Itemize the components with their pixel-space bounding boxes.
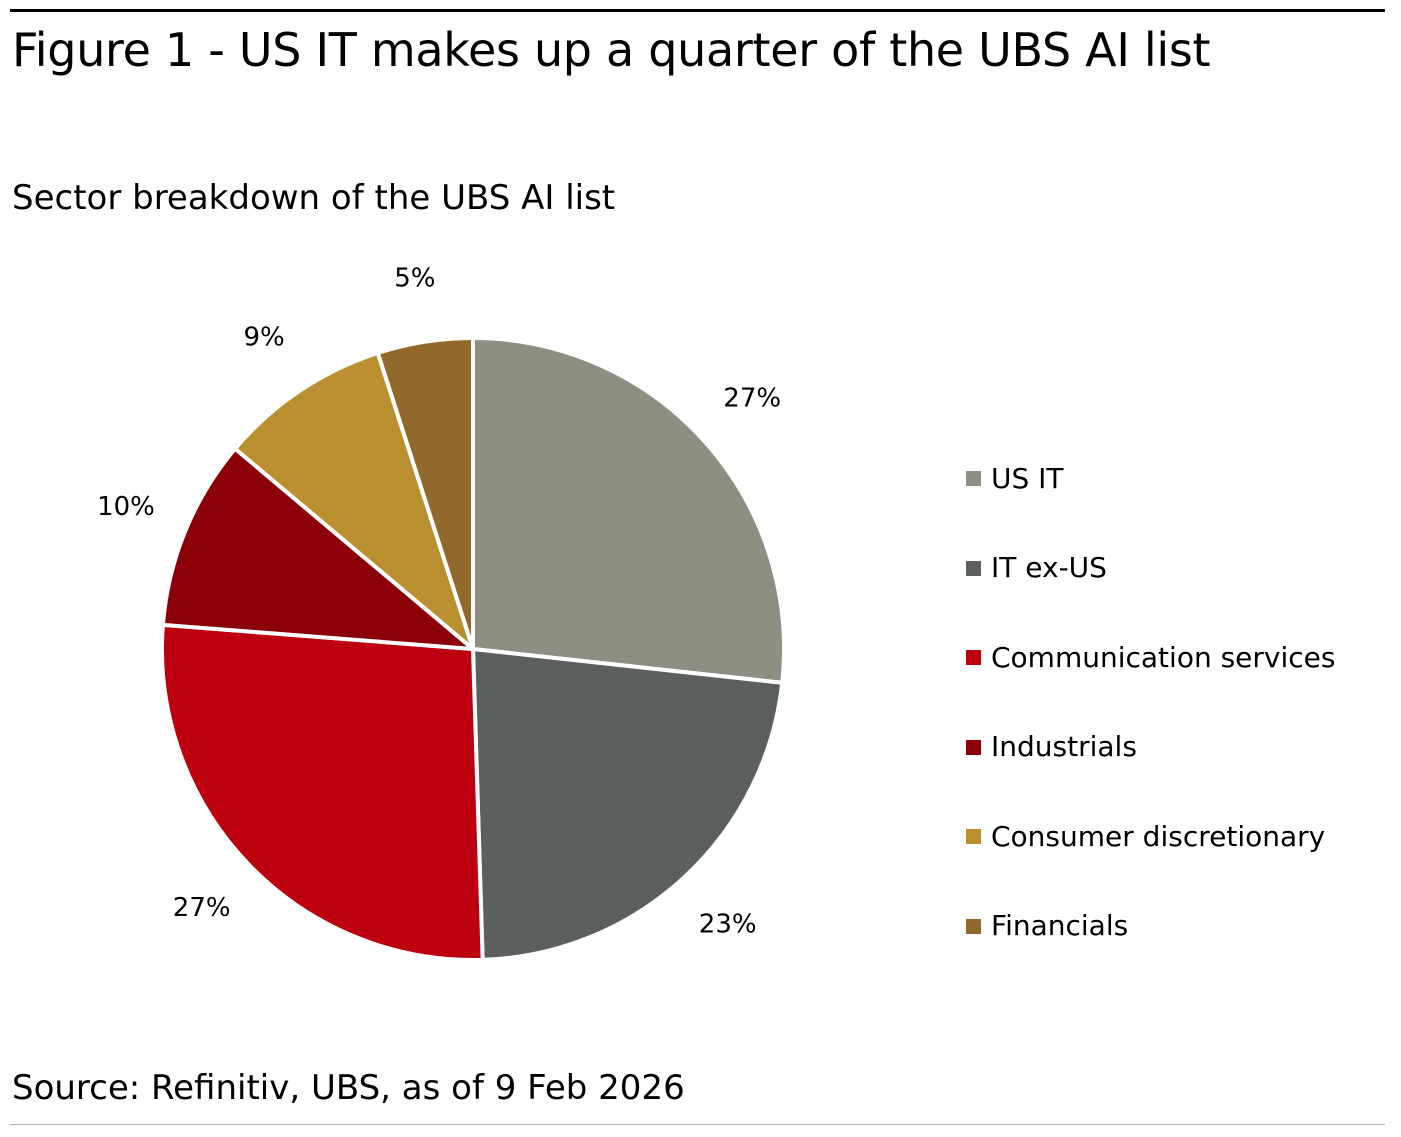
legend-item-communication-services: Communication services: [966, 613, 1335, 703]
data-label-financials: 5%: [394, 264, 435, 294]
chart-legend: US IT IT ex-US Communication services Indus…: [966, 434, 1335, 971]
legend-swatch: [966, 650, 981, 666]
legend-item-financials: Financials: [966, 882, 1335, 972]
pie-slice-consumer-discretionary: [233, 350, 475, 651]
data-label-us-it: 27%: [723, 384, 781, 414]
figure-title: Figure 1 - US IT makes up a quarter of t…: [12, 23, 1211, 77]
data-label-it-ex-us: 23%: [699, 909, 757, 939]
legend-swatch: [966, 471, 981, 487]
legend-label: Consumer discretionary: [991, 819, 1326, 853]
source-note: Source: Refinitiv, UBS, as of 9 Feb 2026: [12, 1068, 685, 1108]
pie-slice-us-it: [471, 336, 786, 685]
pie-slices: [160, 336, 786, 962]
top-rule: [10, 9, 1385, 12]
data-label-consumer-discretionary: 9%: [243, 323, 284, 353]
pie-data-labels: 27% 23% 27% 10% 9% 5%: [97, 264, 781, 940]
legend-item-it-ex-us: IT ex-US: [966, 524, 1335, 614]
legend-label: Industrials: [991, 730, 1137, 764]
data-label-industrials: 10%: [97, 492, 155, 522]
legend-swatch: [966, 739, 981, 755]
legend-label: Communication services: [991, 640, 1336, 674]
bottom-rule: [10, 1124, 1385, 1125]
legend-item-us-it: US IT: [966, 434, 1335, 524]
legend-swatch: [966, 560, 981, 576]
legend-label: US IT: [991, 461, 1064, 495]
data-label-communication-services: 27%: [173, 893, 231, 923]
legend-swatch: [966, 829, 981, 845]
legend-label: Financials: [991, 909, 1129, 943]
legend-label: IT ex-US: [991, 551, 1107, 585]
pie-slice-it-ex-us: [471, 647, 785, 962]
pie-slice-industrials: [160, 446, 475, 651]
legend-item-industrials: Industrials: [966, 703, 1335, 793]
legend-item-consumer-discretionary: Consumer discretionary: [966, 792, 1335, 882]
legend-swatch: [966, 918, 981, 934]
pie-slice-communication-services: [160, 622, 485, 962]
pie-slice-financials: [375, 336, 475, 651]
figure-subtitle: Sector breakdown of the UBS AI list: [12, 178, 616, 218]
